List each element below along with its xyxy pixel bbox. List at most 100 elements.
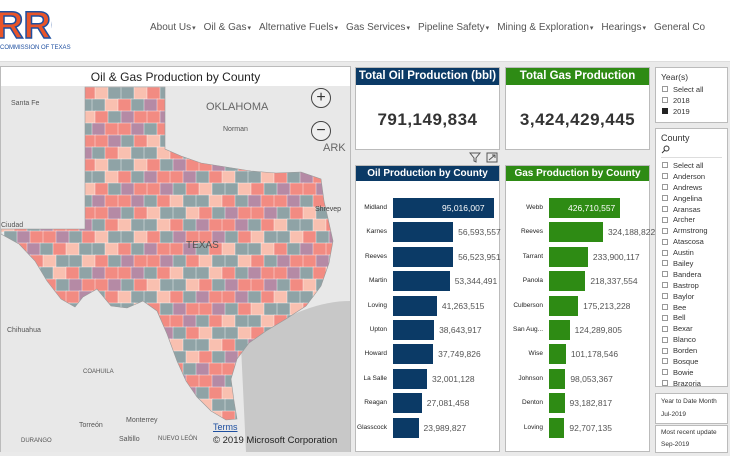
- county-shape[interactable]: [26, 242, 42, 257]
- bar-row[interactable]: Upton 38,643,917: [356, 320, 499, 340]
- county-shape[interactable]: [146, 110, 162, 125]
- county-shape[interactable]: [130, 338, 146, 353]
- checkbox[interactable]: [662, 282, 668, 289]
- county-shape[interactable]: [81, 350, 97, 365]
- county-shape[interactable]: [143, 386, 159, 401]
- county-shape[interactable]: [107, 398, 123, 413]
- county-shape[interactable]: [39, 362, 55, 377]
- county-shape[interactable]: [247, 218, 263, 233]
- county-shape[interactable]: [299, 266, 315, 281]
- bar-row[interactable]: Webb 426,710,557: [506, 198, 649, 218]
- county-shape[interactable]: [211, 374, 227, 389]
- county-shape[interactable]: [130, 314, 146, 329]
- county-shape[interactable]: [146, 350, 162, 365]
- terms-link[interactable]: Terms: [213, 422, 238, 432]
- county-shape[interactable]: [211, 87, 227, 101]
- county-shape[interactable]: [117, 194, 133, 209]
- county-shape[interactable]: [315, 158, 331, 173]
- bar[interactable]: [549, 271, 586, 292]
- county-shape[interactable]: [134, 423, 148, 436]
- county-shape[interactable]: [121, 423, 135, 436]
- county-shape[interactable]: [81, 182, 97, 197]
- county-shape[interactable]: [289, 206, 305, 221]
- checkbox[interactable]: [662, 227, 668, 234]
- county-shape[interactable]: [146, 278, 162, 293]
- county-shape[interactable]: [107, 206, 123, 221]
- county-shape[interactable]: [156, 386, 172, 401]
- county-shape[interactable]: [130, 266, 146, 281]
- county-shape[interactable]: [208, 314, 224, 329]
- county-shape[interactable]: [276, 230, 292, 245]
- county-shape[interactable]: [39, 338, 55, 353]
- county-shape[interactable]: [81, 278, 97, 293]
- county-option[interactable]: Andrews: [656, 182, 727, 193]
- county-shape[interactable]: [195, 338, 211, 353]
- county-shape[interactable]: [273, 194, 289, 209]
- county-shape[interactable]: [289, 254, 305, 269]
- county-shape[interactable]: [234, 242, 250, 257]
- county-shape[interactable]: [130, 98, 146, 113]
- county-shape[interactable]: [16, 398, 32, 413]
- county-shape[interactable]: [260, 122, 276, 137]
- county-shape[interactable]: [211, 158, 227, 173]
- county-shape[interactable]: [1, 410, 16, 424]
- county-map[interactable]: Santa Fe OKLAHOMA Norman ARK Shrevep Ciu…: [1, 86, 350, 452]
- county-shape[interactable]: [107, 254, 123, 269]
- county-shape[interactable]: [208, 170, 224, 185]
- county-shape[interactable]: [65, 362, 81, 377]
- county-shape[interactable]: [169, 314, 185, 329]
- county-shape[interactable]: [182, 146, 198, 161]
- county-shape[interactable]: [29, 206, 45, 221]
- county-shape[interactable]: [156, 146, 172, 161]
- county-shape[interactable]: [65, 266, 81, 281]
- county-shape[interactable]: [16, 350, 32, 365]
- county-shape[interactable]: [42, 302, 58, 317]
- county-shape[interactable]: [42, 398, 58, 413]
- county-shape[interactable]: [172, 87, 188, 101]
- county-shape[interactable]: [250, 87, 266, 101]
- county-shape[interactable]: [237, 134, 253, 149]
- county-shape[interactable]: [30, 423, 44, 436]
- county-shape[interactable]: [3, 134, 19, 149]
- county-shape[interactable]: [78, 218, 94, 233]
- county-shape[interactable]: [55, 206, 71, 221]
- county-shape[interactable]: [273, 98, 289, 113]
- county-shape[interactable]: [3, 302, 19, 317]
- county-shape[interactable]: [81, 254, 97, 269]
- county-shape[interactable]: [1, 194, 16, 209]
- bar[interactable]: [549, 344, 566, 365]
- county-shape[interactable]: [172, 206, 188, 221]
- county-shape[interactable]: [81, 302, 97, 317]
- county-shape[interactable]: [185, 278, 201, 293]
- county-shape[interactable]: [159, 254, 175, 269]
- county-shape[interactable]: [211, 206, 227, 221]
- county-option[interactable]: Select all: [656, 160, 727, 171]
- county-shape[interactable]: [120, 87, 136, 101]
- county-shape[interactable]: [182, 218, 198, 233]
- county-shape[interactable]: [29, 158, 45, 173]
- county-shape[interactable]: [286, 218, 302, 233]
- county-shape[interactable]: [16, 206, 32, 221]
- county-shape[interactable]: [43, 423, 57, 436]
- county-shape[interactable]: [276, 110, 292, 125]
- county-shape[interactable]: [26, 410, 42, 424]
- county-shape[interactable]: [52, 338, 68, 353]
- county-shape[interactable]: [273, 218, 289, 233]
- county-shape[interactable]: [1, 146, 16, 161]
- county-shape[interactable]: [26, 266, 42, 281]
- county-shape[interactable]: [107, 158, 123, 173]
- county-shape[interactable]: [52, 98, 68, 113]
- bar-row[interactable]: Reeves 56,523,951: [356, 246, 501, 267]
- county-shape[interactable]: [29, 134, 45, 149]
- county-shape[interactable]: [224, 278, 240, 293]
- county-shape[interactable]: [260, 218, 276, 233]
- county-option[interactable]: Anderson: [656, 171, 727, 182]
- county-shape[interactable]: [42, 278, 58, 293]
- search-icon[interactable]: [661, 145, 670, 154]
- county-shape[interactable]: [104, 194, 120, 209]
- county-shape[interactable]: [1, 290, 16, 305]
- county-shape[interactable]: [247, 242, 263, 257]
- county-shape[interactable]: [78, 170, 94, 185]
- county-shape[interactable]: [208, 194, 224, 209]
- county-shape[interactable]: [117, 242, 133, 257]
